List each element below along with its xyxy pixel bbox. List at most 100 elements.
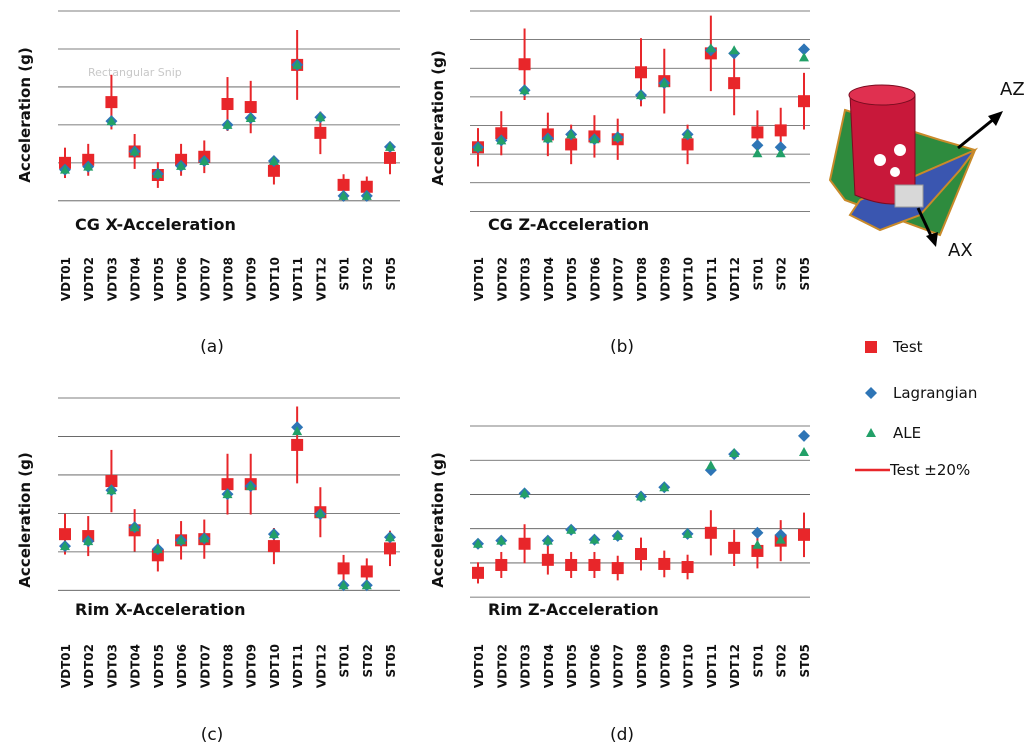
square-point [542,554,554,566]
square-point [268,540,280,552]
x-tick-label: VDT06 [588,257,602,301]
x-tick-label: VDT09 [658,257,672,301]
x-tick-label: VDT02 [82,257,96,301]
x-tick-label: VDT11 [291,644,305,688]
chart-title: CG X-Acceleration [75,215,236,234]
capsule-diagram [830,85,1003,247]
x-tick-label: ST01 [338,644,352,678]
x-tick-label: ST05 [798,257,812,291]
square-point [635,548,647,560]
square-point [361,565,373,577]
x-tick-label: VDT01 [59,644,73,688]
square-point [635,66,647,78]
x-tick-label: ST05 [798,644,812,678]
square-point [338,179,350,191]
triangle-point [706,460,716,469]
x-tick-label: ST01 [338,257,352,291]
x-tick-label: ST01 [751,644,765,678]
x-tick-label: VDT07 [612,644,626,688]
x-tick-label: VDT06 [588,644,602,688]
x-tick-label: VDT05 [565,257,579,301]
square-point [798,95,810,107]
x-tick-label: VDT07 [198,257,212,301]
square-point [682,561,694,573]
triangle-point [729,45,739,54]
x-tick-label: VDT05 [152,644,166,688]
square-point [59,528,71,540]
x-tick-label: VDT04 [542,257,556,301]
caption: (d) [610,725,634,745]
x-tick-label: VDT02 [82,644,96,688]
axis-label-ax: AX [948,240,973,261]
x-tick-label: VDT01 [472,644,486,688]
x-tick-label: VDT03 [105,257,119,301]
square-point [658,558,670,570]
square-point [105,96,117,108]
square-point [519,538,531,550]
legend-label: Test [892,338,923,356]
caption: (b) [610,337,634,357]
y-axis-label: Acceleration (g) [16,452,34,587]
x-tick-label: VDT03 [105,644,119,688]
watermark: Rectangular Snip [88,66,182,79]
x-tick-label: VDT04 [129,257,143,301]
x-tick-label: VDT12 [728,257,742,301]
x-tick-label: ST02 [775,257,789,291]
square-point [565,559,577,571]
x-tick-label: VDT04 [129,644,143,688]
x-tick-label: VDT08 [222,644,236,688]
square-point [222,98,234,110]
x-tick-label: ST02 [361,644,375,678]
x-tick-label: VDT08 [635,644,649,688]
x-tick-label: VDT04 [542,644,556,688]
caption: (a) [200,337,224,357]
x-tick-label: VDT11 [705,257,719,301]
x-tick-label: VDT01 [472,257,486,301]
square-point [338,562,350,574]
square-point [728,77,740,89]
x-tick-label: VDT05 [152,257,166,301]
diamond-point [798,430,810,442]
x-tick-label: ST05 [384,644,398,678]
square-point [705,527,717,539]
square-point [728,542,740,554]
square-point [291,439,303,451]
x-tick-label: ST05 [384,257,398,291]
legend-marker [866,428,876,437]
y-axis-label: Acceleration (g) [429,50,447,185]
x-tick-label: VDT10 [268,644,282,688]
square-point [519,58,531,70]
square-point [245,101,257,113]
y-axis-label: Acceleration (g) [16,47,34,182]
x-tick-label: VDT06 [175,644,189,688]
x-tick-label: VDT10 [268,257,282,301]
figure: Rectangular Snip AZ AX Acceleration (g)C… [0,0,1028,755]
x-tick-label: VDT02 [495,644,509,688]
square-point [314,127,326,139]
x-tick-label: ST01 [751,257,765,291]
x-tick-label: VDT07 [198,644,212,688]
triangle-point [752,540,762,549]
x-tick-label: VDT11 [705,644,719,688]
square-point [495,559,507,571]
x-tick-label: VDT02 [495,257,509,301]
legend-label: ALE [893,424,921,442]
square-point [751,126,763,138]
x-tick-label: VDT08 [222,257,236,301]
triangle-point [752,148,762,157]
x-tick-label: VDT07 [612,257,626,301]
x-tick-label: VDT05 [565,644,579,688]
square-point [612,562,624,574]
legend-label: Lagrangian [893,384,977,402]
x-tick-label: VDT10 [682,257,696,301]
x-tick-label: VDT06 [175,257,189,301]
legend-marker [865,387,877,399]
x-tick-label: VDT03 [519,644,533,688]
square-point [798,529,810,541]
triangle-point [799,52,809,61]
square-point [384,152,396,164]
y-axis-label: Acceleration (g) [429,452,447,587]
x-tick-label: VDT12 [728,644,742,688]
caption: (c) [201,725,224,745]
x-tick-label: VDT11 [291,257,305,301]
